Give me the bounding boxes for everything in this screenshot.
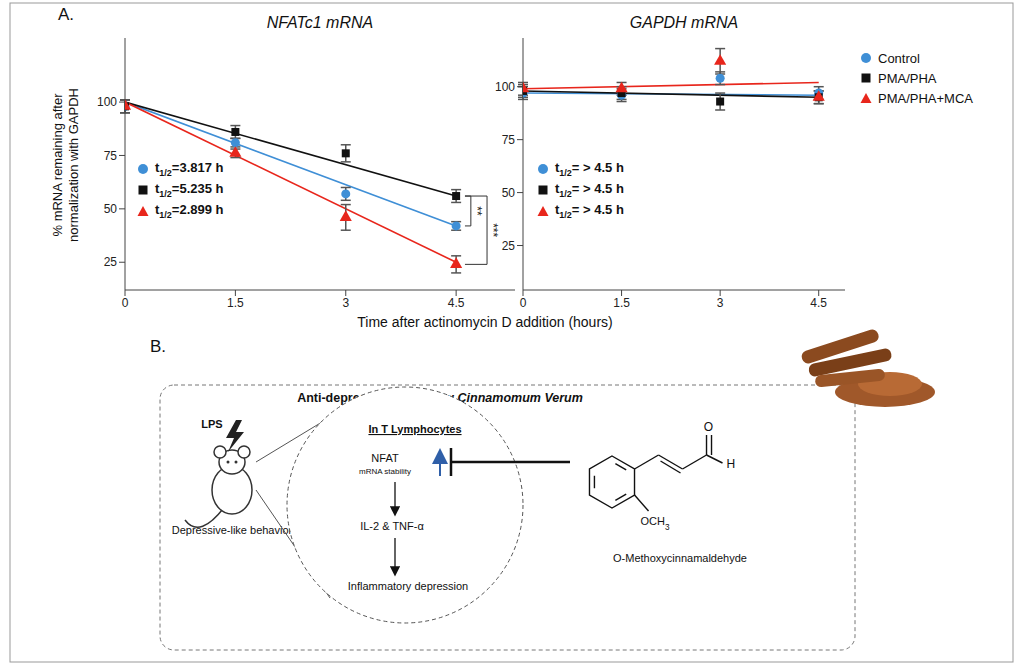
svg-text:1.5: 1.5: [613, 296, 630, 310]
svg-text:0: 0: [122, 296, 129, 310]
svg-text:LPS: LPS: [201, 418, 222, 430]
html-text:t1/2= > 4.5 h: t1/2= > 4.5 h: [555, 180, 624, 199]
svg-text:25: 25: [502, 239, 516, 253]
svg-text:3: 3: [342, 296, 349, 310]
svg-text:NFAT: NFAT: [371, 452, 399, 464]
svg-text:***: ***: [486, 223, 500, 237]
html-text:t1/2=3.817 h: t1/2=3.817 h: [155, 159, 224, 178]
svg-text:O: O: [704, 420, 713, 434]
svg-text:In T Lymphocytes: In T Lymphocytes: [368, 423, 461, 435]
svg-text:Depressive-like behavior: Depressive-like behavior: [172, 524, 293, 536]
svg-text:1.5: 1.5: [227, 296, 244, 310]
html-text:t1/2=5.235 h: t1/2=5.235 h: [155, 180, 224, 199]
svg-text:A.: A.: [58, 5, 74, 24]
svg-text:100: 100: [495, 80, 515, 94]
svg-text:O-Methoxycinnamaldehyde: O-Methoxycinnamaldehyde: [613, 552, 747, 564]
svg-text:3: 3: [717, 296, 724, 310]
svg-text:4.5: 4.5: [810, 296, 827, 310]
svg-text:75: 75: [502, 133, 516, 147]
svg-text:0: 0: [520, 296, 527, 310]
svg-text:25: 25: [104, 255, 118, 269]
svg-text:normalization with GAPDH: normalization with GAPDH: [66, 88, 81, 242]
html-text:Time after actinomycin D addit: Time after actinomycin D addition (hours…: [357, 314, 613, 330]
html-text:PMA/PHA: PMA/PHA: [878, 70, 937, 86]
html-text:GAPDH mRNA: GAPDH mRNA: [629, 14, 739, 31]
svg-text:H: H: [727, 457, 736, 471]
html-text:t1/2= > 4.5 h: t1/2= > 4.5 h: [555, 201, 624, 220]
svg-text:**: **: [470, 206, 484, 216]
html-text:t1/2= > 4.5 h: t1/2= > 4.5 h: [555, 159, 624, 178]
svg-text:4.5: 4.5: [448, 296, 465, 310]
svg-text:IL-2 & TNF-α: IL-2 & TNF-α: [360, 520, 424, 532]
svg-text:100: 100: [97, 95, 117, 109]
svg-text:Anti-depressant effects by Cin: Anti-depressant effects by Cinnamomum Ve…: [297, 391, 583, 405]
svg-text:mRNA stability: mRNA stability: [359, 467, 411, 476]
html-text:t1/2=2.899 h: t1/2=2.899 h: [155, 201, 224, 220]
svg-text:% mRNA remaining after: % mRNA remaining after: [50, 93, 65, 237]
html-text:PMA/PHA+MCA: PMA/PHA+MCA: [878, 90, 973, 106]
svg-text:Inflammatory depression: Inflammatory depression: [348, 580, 468, 592]
svg-text:75: 75: [104, 149, 118, 163]
html-text:NFATc1 mRNA: NFATc1 mRNA: [266, 14, 374, 31]
svg-text:50: 50: [104, 202, 118, 216]
html-text:Control: Control: [878, 50, 920, 66]
svg-text:B.: B.: [150, 337, 166, 356]
svg-text:OCH3: OCH3: [641, 515, 670, 532]
svg-text:50: 50: [502, 186, 516, 200]
